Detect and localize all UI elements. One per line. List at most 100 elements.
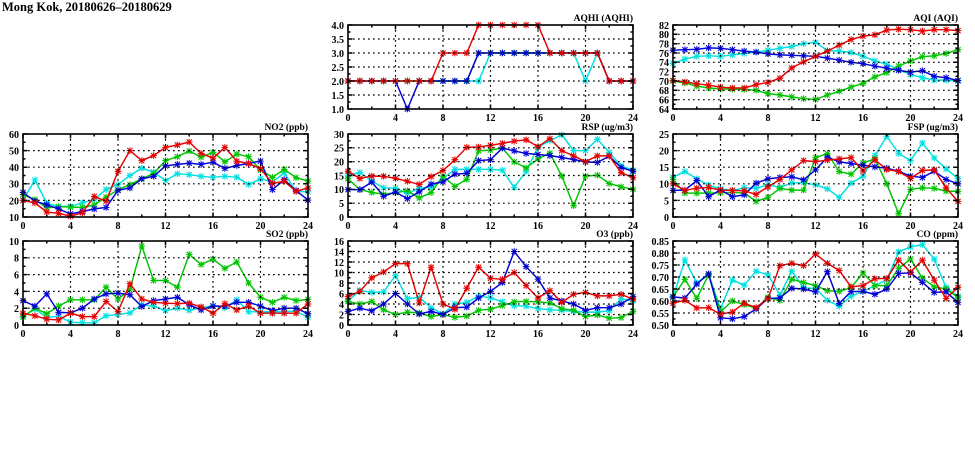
svg-text:14: 14 bbox=[334, 247, 344, 258]
svg-text:0: 0 bbox=[346, 221, 351, 232]
svg-text:0: 0 bbox=[346, 113, 351, 124]
svg-text:8: 8 bbox=[116, 329, 121, 340]
svg-text:1.5: 1.5 bbox=[332, 91, 345, 102]
svg-text:12: 12 bbox=[486, 329, 496, 340]
svg-text:RSP (ug/m3): RSP (ug/m3) bbox=[582, 122, 633, 133]
svg-text:0: 0 bbox=[671, 329, 676, 340]
svg-text:30: 30 bbox=[334, 130, 344, 141]
svg-text:12: 12 bbox=[334, 258, 344, 269]
svg-text:0.65: 0.65 bbox=[652, 285, 670, 296]
svg-text:80: 80 bbox=[659, 30, 669, 41]
svg-text:0.75: 0.75 bbox=[652, 261, 670, 272]
svg-text:20: 20 bbox=[659, 147, 669, 158]
svg-text:4: 4 bbox=[718, 113, 723, 124]
svg-text:20: 20 bbox=[256, 329, 266, 340]
svg-text:8: 8 bbox=[766, 329, 771, 340]
svg-text:24: 24 bbox=[953, 221, 963, 232]
svg-text:8: 8 bbox=[441, 221, 446, 232]
svg-text:12: 12 bbox=[161, 221, 171, 232]
svg-text:5: 5 bbox=[339, 199, 344, 210]
svg-text:24: 24 bbox=[628, 329, 638, 340]
svg-text:0: 0 bbox=[14, 321, 19, 332]
svg-text:16: 16 bbox=[858, 329, 868, 340]
svg-text:0.70: 0.70 bbox=[652, 273, 670, 284]
svg-text:5: 5 bbox=[664, 196, 669, 207]
svg-text:0.85: 0.85 bbox=[652, 237, 670, 248]
svg-text:0: 0 bbox=[21, 221, 26, 232]
svg-text:16: 16 bbox=[858, 113, 868, 124]
svg-text:24: 24 bbox=[303, 221, 313, 232]
svg-text:12: 12 bbox=[811, 329, 821, 340]
svg-text:20: 20 bbox=[906, 221, 916, 232]
svg-text:70: 70 bbox=[659, 77, 669, 88]
svg-text:60: 60 bbox=[9, 130, 19, 141]
svg-text:0: 0 bbox=[21, 329, 26, 340]
svg-text:4: 4 bbox=[393, 329, 398, 340]
svg-text:8: 8 bbox=[441, 113, 446, 124]
svg-text:10: 10 bbox=[334, 268, 344, 279]
svg-text:6: 6 bbox=[14, 271, 19, 282]
svg-text:4: 4 bbox=[68, 329, 73, 340]
svg-text:25: 25 bbox=[659, 130, 669, 141]
svg-text:4: 4 bbox=[393, 221, 398, 232]
svg-text:0: 0 bbox=[664, 213, 669, 224]
svg-text:0.55: 0.55 bbox=[652, 309, 670, 320]
svg-text:6: 6 bbox=[339, 289, 344, 300]
svg-text:24: 24 bbox=[628, 221, 638, 232]
svg-text:10: 10 bbox=[659, 180, 669, 191]
svg-text:CO (ppm): CO (ppm) bbox=[917, 229, 958, 240]
svg-text:8: 8 bbox=[766, 113, 771, 124]
svg-text:20: 20 bbox=[581, 329, 591, 340]
svg-text:16: 16 bbox=[334, 237, 344, 248]
svg-text:24: 24 bbox=[303, 329, 313, 340]
svg-text:4: 4 bbox=[339, 300, 344, 311]
svg-text:16: 16 bbox=[533, 113, 543, 124]
svg-text:20: 20 bbox=[9, 196, 19, 207]
svg-text:16: 16 bbox=[533, 221, 543, 232]
svg-text:16: 16 bbox=[858, 221, 868, 232]
svg-text:0: 0 bbox=[346, 329, 351, 340]
svg-text:0.80: 0.80 bbox=[652, 249, 670, 260]
svg-text:12: 12 bbox=[486, 113, 496, 124]
svg-text:FSP (ug/m3): FSP (ug/m3) bbox=[908, 122, 958, 133]
svg-text:8: 8 bbox=[116, 221, 121, 232]
svg-text:10: 10 bbox=[9, 213, 19, 224]
svg-text:3.0: 3.0 bbox=[332, 49, 345, 60]
svg-text:4: 4 bbox=[393, 113, 398, 124]
svg-text:64: 64 bbox=[659, 105, 669, 116]
svg-text:74: 74 bbox=[659, 58, 669, 69]
svg-text:0: 0 bbox=[339, 213, 344, 224]
svg-text:24: 24 bbox=[953, 113, 963, 124]
svg-text:16: 16 bbox=[208, 221, 218, 232]
svg-text:4.0: 4.0 bbox=[332, 21, 345, 32]
svg-text:78: 78 bbox=[659, 40, 669, 51]
svg-text:40: 40 bbox=[9, 163, 19, 174]
svg-text:AQI (AQI): AQI (AQI) bbox=[913, 13, 958, 24]
svg-text:20: 20 bbox=[581, 113, 591, 124]
svg-text:20: 20 bbox=[906, 329, 916, 340]
svg-text:72: 72 bbox=[659, 68, 669, 79]
svg-text:2: 2 bbox=[339, 310, 344, 321]
svg-text:4: 4 bbox=[68, 221, 73, 232]
svg-text:20: 20 bbox=[906, 113, 916, 124]
svg-text:O3 (ppb): O3 (ppb) bbox=[596, 229, 633, 240]
svg-text:0.50: 0.50 bbox=[652, 321, 670, 332]
svg-text:82: 82 bbox=[659, 21, 669, 32]
svg-text:SO2 (ppb): SO2 (ppb) bbox=[266, 229, 308, 240]
svg-text:2: 2 bbox=[14, 304, 19, 315]
svg-text:0: 0 bbox=[671, 113, 676, 124]
svg-text:0.60: 0.60 bbox=[652, 297, 670, 308]
svg-text:16: 16 bbox=[208, 329, 218, 340]
svg-text:8: 8 bbox=[339, 279, 344, 290]
svg-text:8: 8 bbox=[14, 254, 19, 265]
svg-text:76: 76 bbox=[659, 49, 669, 60]
svg-text:8: 8 bbox=[441, 329, 446, 340]
svg-text:1.0: 1.0 bbox=[332, 105, 345, 116]
svg-text:16: 16 bbox=[533, 329, 543, 340]
svg-text:3.5: 3.5 bbox=[332, 35, 345, 46]
svg-text:12: 12 bbox=[486, 221, 496, 232]
svg-text:66: 66 bbox=[659, 96, 669, 107]
svg-text:AQHI (AQHI): AQHI (AQHI) bbox=[574, 13, 633, 24]
svg-text:0: 0 bbox=[671, 221, 676, 232]
svg-text:12: 12 bbox=[161, 329, 171, 340]
